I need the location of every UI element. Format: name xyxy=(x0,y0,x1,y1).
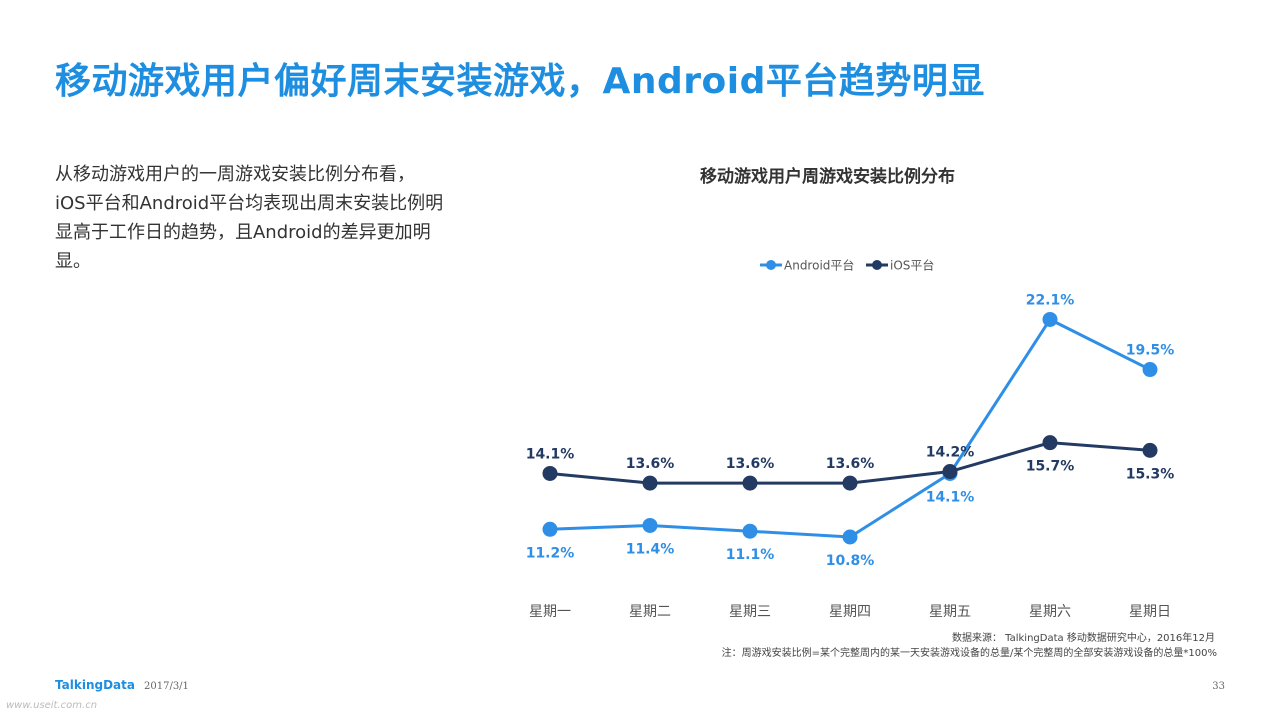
data-label: 14.1% xyxy=(526,446,575,462)
legend-label: Android平台 xyxy=(784,258,854,273)
data-source: 数据来源： TalkingData 移动数据研究中心，2016年12月 xyxy=(951,633,1215,644)
data-label: 13.6% xyxy=(726,456,775,472)
data-point xyxy=(1042,311,1058,327)
legend-marker xyxy=(872,260,882,270)
data-point xyxy=(642,517,658,533)
x-tick-label: 星期六 xyxy=(1029,604,1071,620)
data-label: 14.2% xyxy=(926,445,975,461)
data-label: 19.5% xyxy=(1126,343,1175,359)
x-tick-label: 星期四 xyxy=(829,604,871,620)
data-label: 13.6% xyxy=(626,456,675,472)
x-tick-label: 星期三 xyxy=(729,604,771,620)
data-label: 11.2% xyxy=(526,545,575,561)
data-point xyxy=(742,523,758,539)
data-label: 22.1% xyxy=(1026,292,1075,308)
legend-marker xyxy=(766,260,776,270)
page-number: 33 xyxy=(1212,681,1225,692)
chart-lines xyxy=(549,317,1151,539)
chart-points xyxy=(542,311,1158,545)
footer-date: 2017/3/1 xyxy=(144,681,189,692)
data-point xyxy=(842,475,858,491)
data-label: 11.4% xyxy=(626,541,675,557)
data-point xyxy=(942,464,958,480)
chart-x-ticks: 星期一 星期二 星期三 星期四 星期五 星期六 星期日 xyxy=(529,604,1171,620)
x-tick-label: 星期五 xyxy=(929,604,971,620)
description-text: 从移动游戏用户的一周游戏安装比例分布看，iOS平台和Android平台均表现出周… xyxy=(55,164,444,272)
x-tick-label: 星期一 xyxy=(529,604,571,620)
data-point xyxy=(542,521,558,537)
data-point xyxy=(1142,442,1158,458)
data-point xyxy=(1142,362,1158,378)
data-label: 13.6% xyxy=(826,456,875,472)
footnote: 注：周游戏安装比例=某个完整周内的某一天安装游戏设备的总量/某个完整周的全部安装… xyxy=(721,648,1217,659)
data-point xyxy=(842,529,858,545)
watermark: www.useit.com.cn xyxy=(6,700,98,711)
x-tick-label: 星期日 xyxy=(1129,604,1171,620)
chart-title: 移动游戏用户周游戏安装比例分布 xyxy=(700,167,955,187)
data-label: 11.1% xyxy=(726,547,775,563)
x-tick-label: 星期二 xyxy=(629,604,671,620)
data-label: 15.3% xyxy=(1126,466,1175,482)
data-point xyxy=(742,475,758,491)
data-label: 14.1% xyxy=(926,489,975,505)
page-title: 移动游戏用户偏好周末安装游戏，Android平台趋势明显 xyxy=(55,61,985,102)
talkingdata-logo: TalkingData xyxy=(55,678,135,692)
chart-data-labels: 11.2% 11.4% 11.1% 10.8% 14.1% 22.1% 19.5% 14.1%… xyxy=(526,292,1175,569)
legend-label: iOS平台 xyxy=(890,258,934,273)
chart-legend: Android平台 iOS平台 xyxy=(760,258,934,273)
data-label: 15.7% xyxy=(1026,459,1075,475)
data-point xyxy=(542,465,558,481)
data-label: 10.8% xyxy=(826,553,875,569)
data-point xyxy=(642,475,658,491)
series-line-0 xyxy=(549,317,1151,539)
data-point xyxy=(1042,435,1058,451)
